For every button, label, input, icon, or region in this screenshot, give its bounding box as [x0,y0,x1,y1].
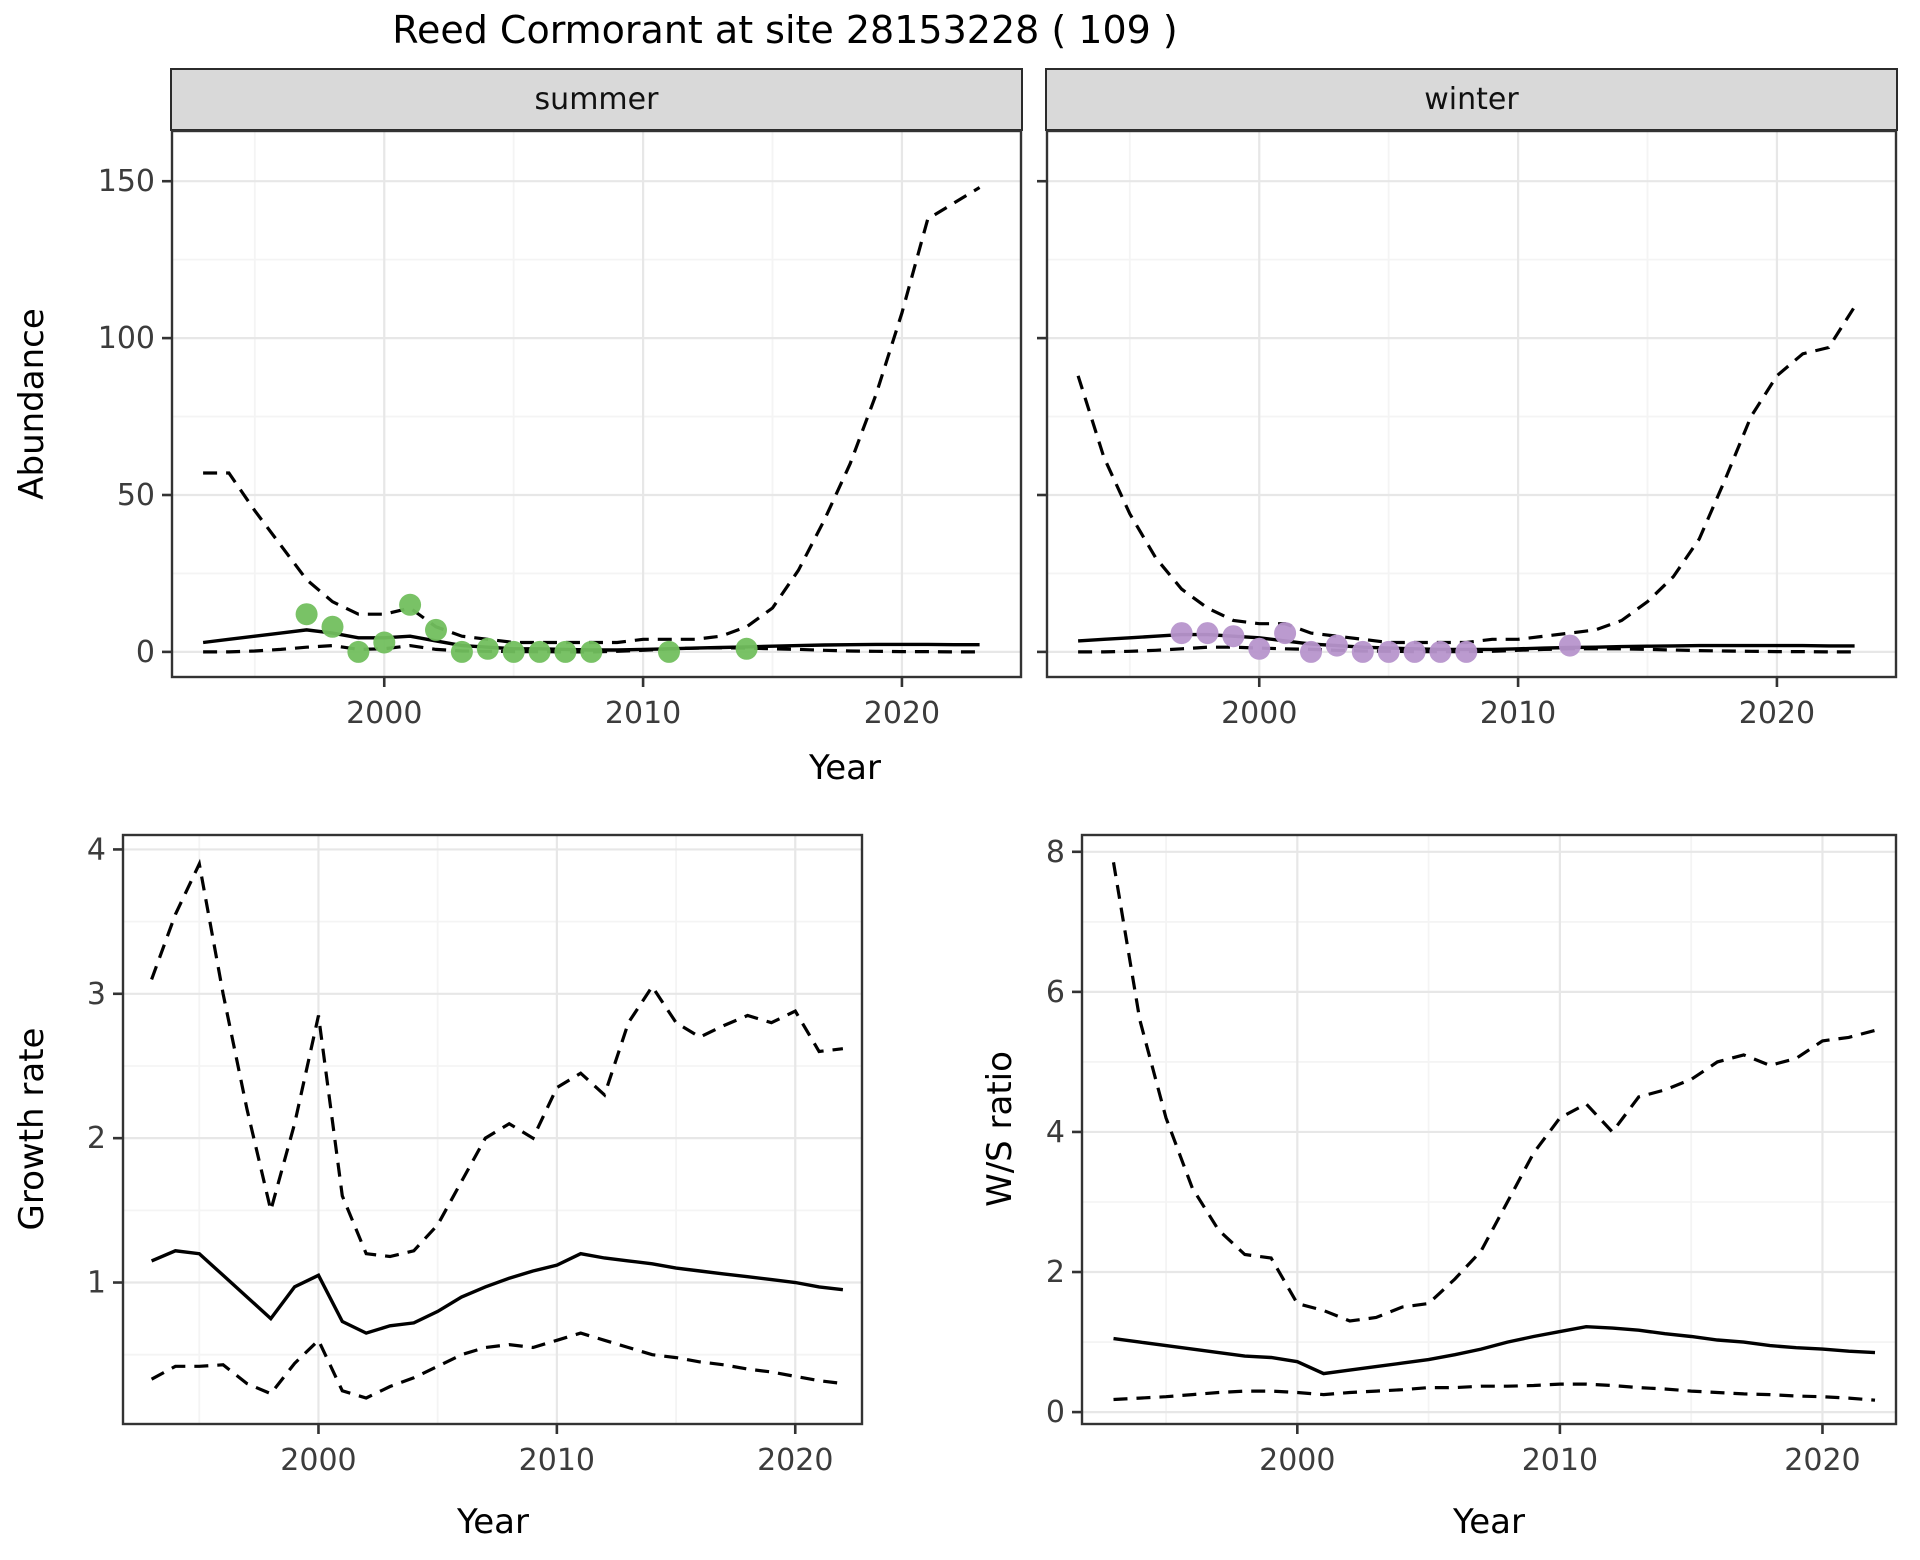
data-point-observed_counts [1429,640,1452,663]
data-point-observed_counts [1274,622,1297,645]
data-point-observed_counts [450,640,473,663]
growth-rate-panel: 2000 2010 2020 1 2 3 4 [87,832,864,1478]
data-point-observed_counts [1377,640,1400,663]
facet-strip-summer: summer [170,68,1023,131]
series-upper_ci [150,858,844,1259]
panel-background [1082,835,1896,1424]
panel-background [123,835,862,1424]
data-point-observed_counts [1300,640,1322,663]
data-point-observed_counts [1325,634,1348,657]
y-tick-label: 0 [136,635,155,670]
x-tick-label: 2000 [1259,1443,1335,1478]
winter-abundance-panel: 2000 2010 2020 [1037,129,1898,731]
data-point-observed_counts [347,640,370,663]
series-lower_ci [1078,645,1855,654]
series-upper_ci [1111,862,1876,1323]
data-point-observed_counts [399,593,422,616]
data-point-observed_counts [502,640,525,663]
y-tick-label: 8 [1046,835,1065,870]
data-point-observed_counts [1170,622,1193,645]
data-point-observed_counts [373,631,396,654]
x-axis-title-growth: Year [457,1502,529,1542]
x-tick-label: 2020 [1784,1443,1860,1478]
y-tick-label: 2 [1046,1255,1065,1290]
series-lower_ci [1113,1382,1876,1402]
data-point-observed_counts [1558,634,1581,657]
panel-border [1045,129,1898,679]
x-tick-label: 2010 [605,696,681,731]
facet-label-winter: winter [1424,82,1519,117]
series-mean [150,1249,844,1335]
facet-strip-winter: winter [1045,68,1898,131]
x-tick-label: 2000 [280,1443,356,1478]
y-axis-title-abundance: Abundance [12,308,52,500]
data-point-observed_counts [1351,640,1374,663]
panel-border [170,129,1023,679]
data-point-observed_counts [735,637,758,660]
y-tick-label: 4 [87,832,106,867]
x-tick-label: 2010 [519,1443,595,1478]
y-tick-label: 100 [98,321,155,356]
y-tick-label: 6 [1046,975,1065,1010]
data-point-observed_counts [580,640,603,663]
data-point-observed_counts [1222,625,1245,648]
y-tick-label: 3 [87,977,106,1012]
x-tick-label: 2020 [864,696,940,731]
y-tick-label: 50 [117,478,155,513]
panel-background [1047,131,1896,677]
ws-ratio-panel: 2000 2010 2020 0 2 4 6 8 [1046,833,1898,1478]
series-lower_ci [203,643,980,654]
data-point-observed_counts [476,637,499,660]
y-tick-label: 1 [87,1266,106,1301]
y-tick-label: 0 [1046,1395,1065,1430]
data-point-observed_counts [554,640,577,663]
series-mean [1113,1324,1876,1376]
chart-title: Reed Cormorant at site 28153228 ( 109 ) [392,8,1178,52]
data-point-observed_counts [425,618,447,641]
x-tick-label: 2020 [757,1443,833,1478]
data-point-observed_counts [1403,640,1426,663]
data-point-observed_counts [295,603,318,626]
panel-border [121,833,864,1426]
x-tick-label: 2000 [1221,696,1297,731]
y-tick-label: 2 [87,1121,106,1156]
data-point-observed_counts [1196,622,1219,645]
y-tick-label: 4 [1046,1115,1065,1150]
summer-abundance-panel: 2000 2010 2020 0 50 100 150 [98,129,1023,731]
data-point-observed_counts [528,640,551,663]
x-tick-label: 2010 [1522,1443,1598,1478]
y-tick-label: 150 [98,164,155,199]
data-point-observed_counts [658,640,680,663]
x-tick-label: 2020 [1739,696,1815,731]
x-axis-title-top: Year [809,748,881,788]
data-point-observed_counts [1248,637,1271,660]
data-point-observed_counts [321,615,344,638]
data-point-observed_counts [1455,640,1478,663]
x-tick-label: 2000 [346,696,422,731]
facet-label-summer: summer [534,82,659,117]
series-lower_ci [150,1331,844,1400]
panel-background [172,131,1021,677]
panel-border [1080,833,1898,1426]
x-axis-title-ws: Year [1453,1502,1525,1542]
x-tick-label: 2010 [1480,696,1556,731]
